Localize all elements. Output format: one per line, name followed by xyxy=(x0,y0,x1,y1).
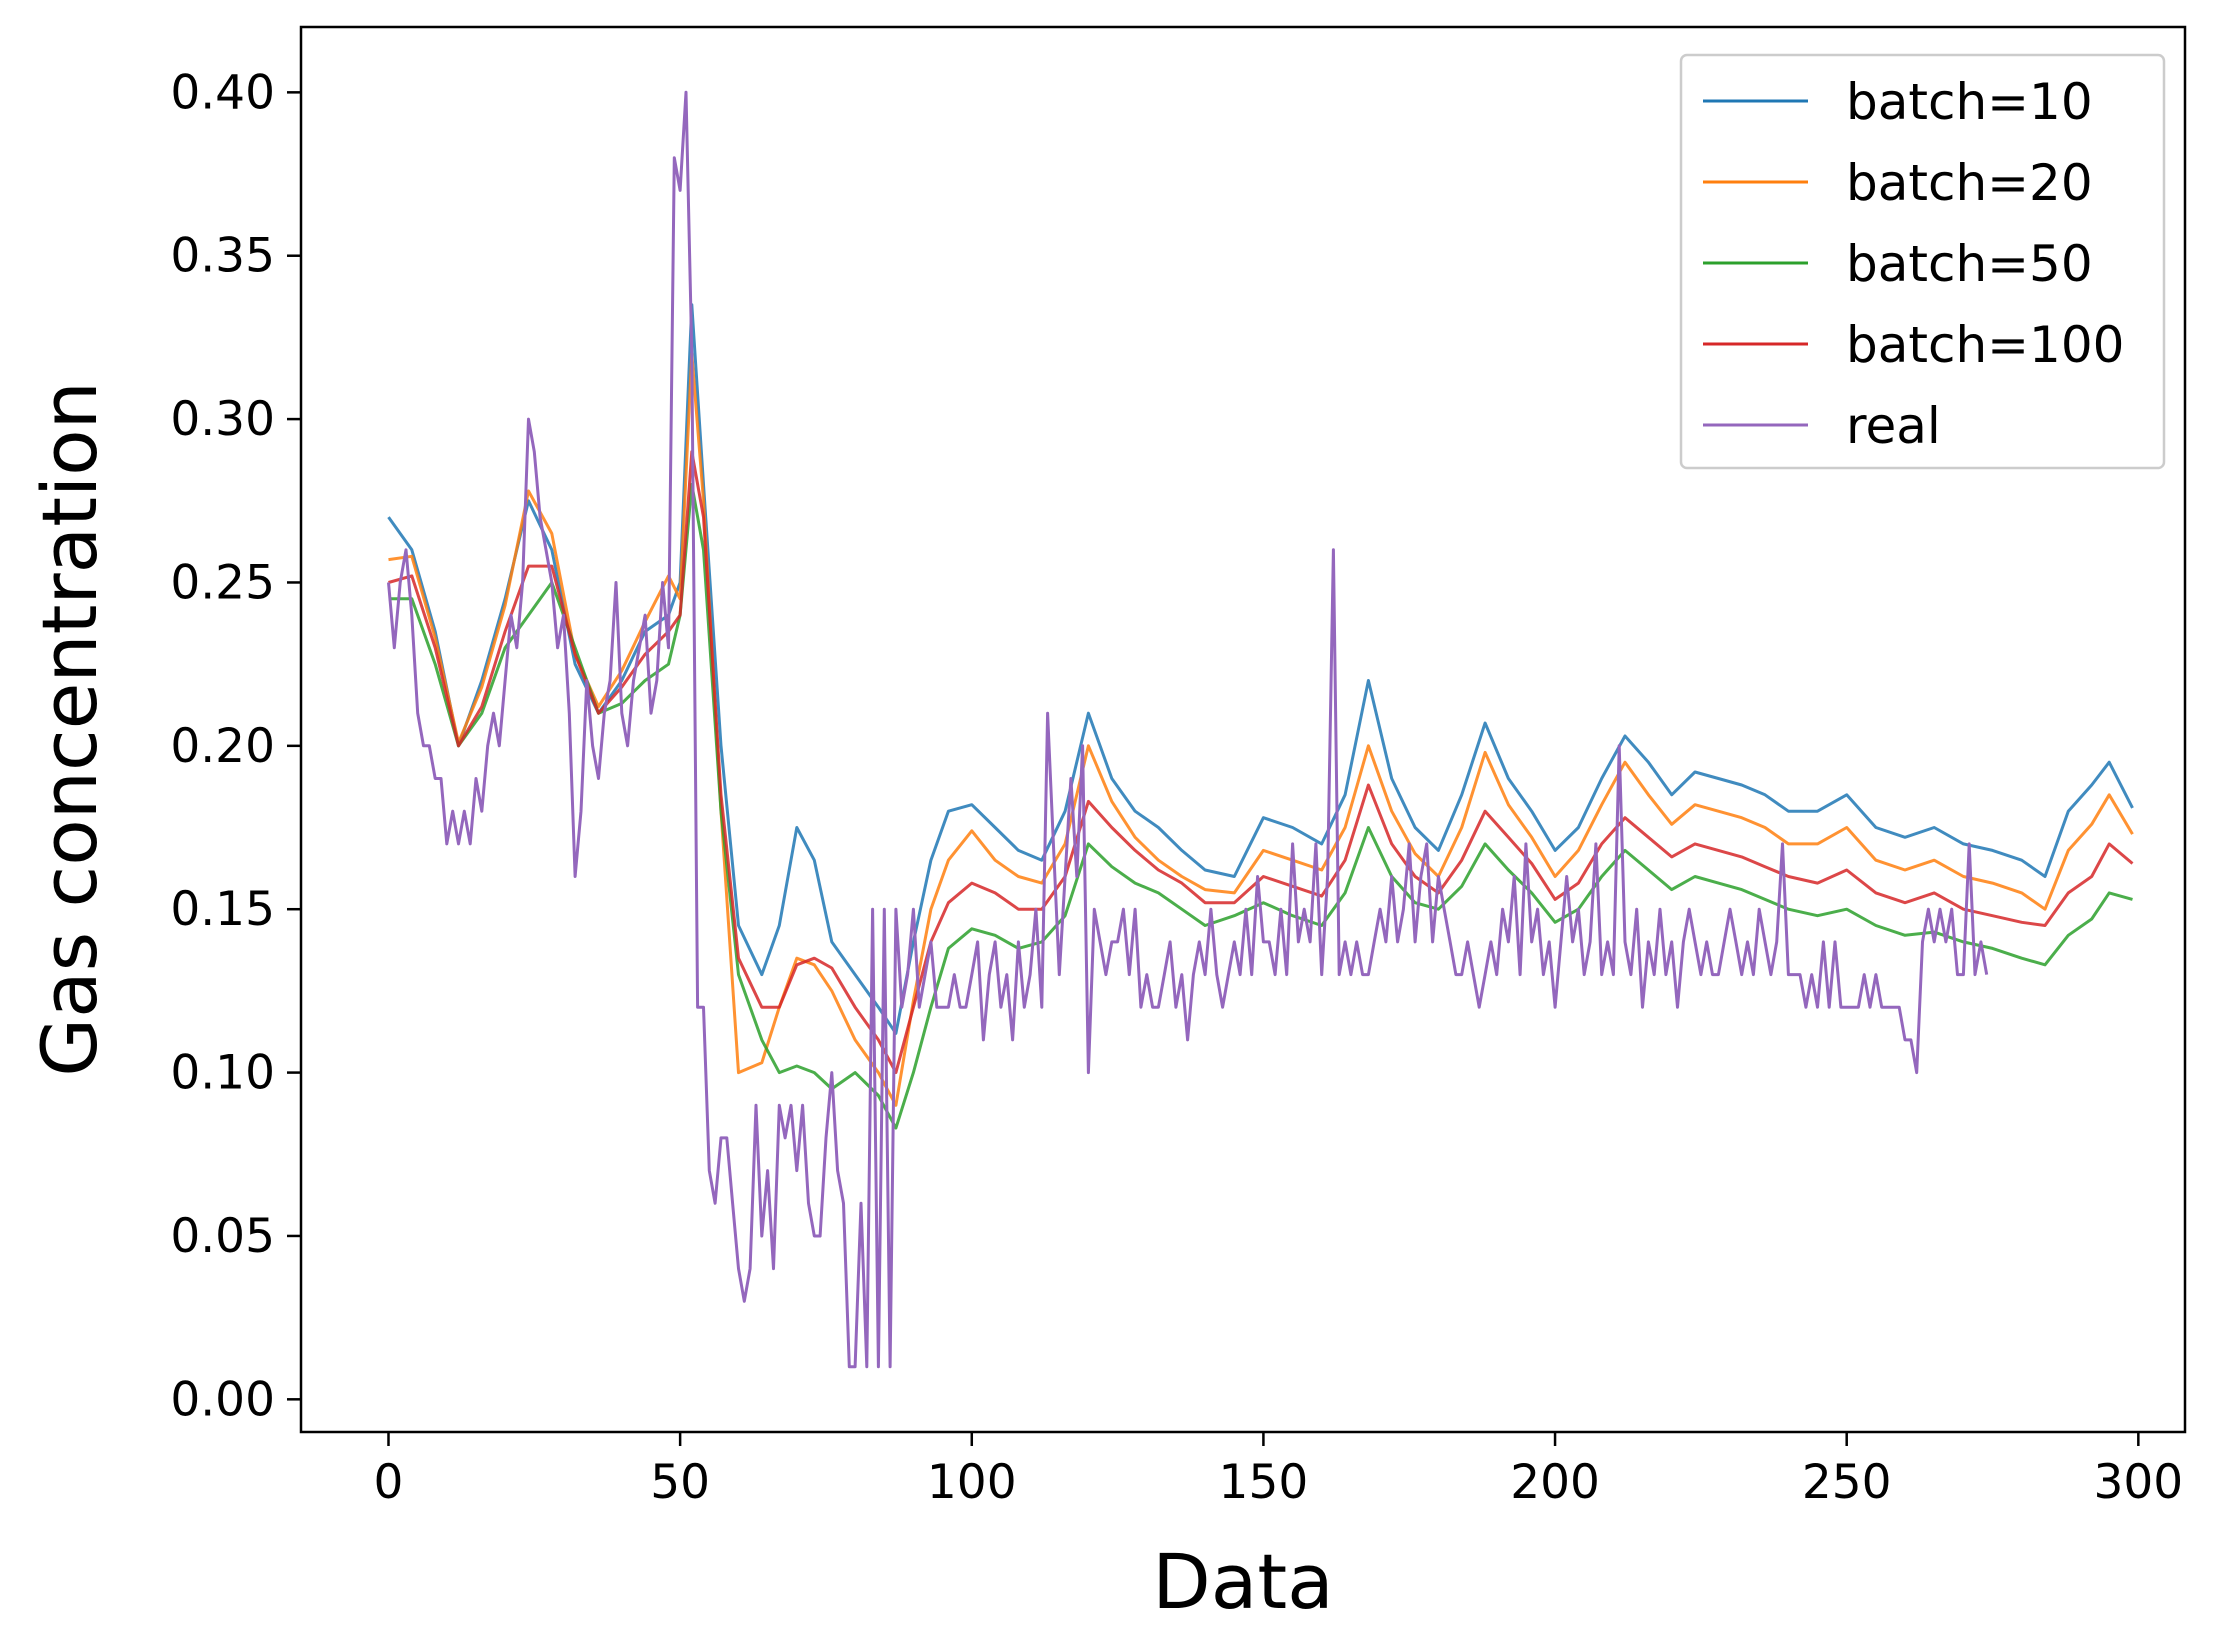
x-tick-label: 100 xyxy=(927,1455,1017,1510)
legend: batch=10 batch=20 batch=50 batch=100 real xyxy=(1679,53,2166,470)
y-axis-label: Gas concentration xyxy=(25,381,114,1077)
y-tick-label: 0.05 xyxy=(170,1209,275,1264)
x-tick-label: 250 xyxy=(1802,1455,1892,1510)
y-tick-label: 0.35 xyxy=(170,229,275,284)
legend-label-batch-10: batch=10 xyxy=(1846,73,2093,131)
series-layer xyxy=(387,90,2134,1369)
y-tick-label: 0.10 xyxy=(170,1046,275,1101)
x-tick-label: 150 xyxy=(1219,1455,1309,1510)
x-tick-label: 0 xyxy=(374,1455,404,1510)
x-axis-ticks: 0 50 100 150 200 250 300 xyxy=(374,1432,2183,1510)
series-line-real xyxy=(387,90,1989,1369)
x-tick-label: 50 xyxy=(650,1455,710,1510)
y-tick-label: 0.20 xyxy=(170,719,275,774)
y-tick-label: 0.15 xyxy=(170,882,275,937)
legend-label-batch-20: batch=20 xyxy=(1846,154,2093,212)
series-line-batch-20 xyxy=(388,352,2134,1107)
x-tick-label: 300 xyxy=(2093,1455,2183,1510)
y-tick-label: 0.25 xyxy=(170,555,275,610)
legend-label-real: real xyxy=(1846,397,1941,455)
x-axis-label: Data xyxy=(1152,1537,1333,1626)
y-tick-label: 0.00 xyxy=(170,1372,275,1427)
legend-label-batch-50: batch=50 xyxy=(1846,235,2093,293)
series-line-batch-50 xyxy=(388,482,2133,1130)
legend-items: batch=10 batch=20 batch=50 batch=100 real xyxy=(1703,73,2125,455)
x-tick-label: 200 xyxy=(1510,1455,1600,1510)
y-axis-ticks: 0.00 0.05 0.10 0.15 0.20 0.25 0.30 0.35 0.40 xyxy=(170,65,301,1427)
y-tick-label: 0.40 xyxy=(170,65,275,120)
legend-label-batch-100: batch=100 xyxy=(1846,316,2125,374)
series-line-batch-100 xyxy=(388,450,2134,1075)
plot-area-frame xyxy=(299,25,2187,1434)
legend-box xyxy=(1679,53,2166,470)
y-tick-label: 0.30 xyxy=(170,392,275,447)
